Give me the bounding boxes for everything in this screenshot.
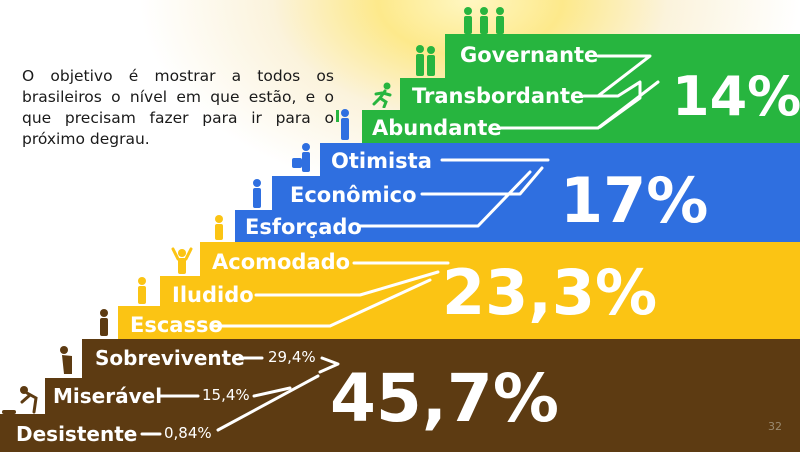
tier-percent-yellow: 23,3% [442,256,658,329]
step-label-desistente: Desistente [16,422,138,446]
thinking-person-icon [138,277,146,304]
step-label-sobrevivente: Sobrevivente [95,346,245,370]
tier-percent-green: 14% [672,65,800,128]
connector-sobrevivente-2 [318,356,340,374]
step-label-esforcado: Esforçado [245,215,362,239]
tired-person-icon [60,346,72,374]
step-label-acomodado: Acomodado [212,250,351,274]
sub-percent-miseravel: 15,4% [202,386,250,404]
band-yellow-step-3 [118,306,160,339]
connector-miseravel-2 [252,386,292,398]
band-green [445,34,800,143]
band-blue-step-3 [235,210,272,242]
connector-escasso [212,278,432,328]
page-number: 32 [768,420,782,433]
person-falling-icon [2,410,16,414]
reading-person-icon [215,215,223,240]
connector-economico [420,166,544,196]
running-person-icon [372,82,392,108]
step-label-escasso: Escasso [130,313,223,337]
band-green-step-3 [362,110,400,143]
person-pointing-icon [253,179,261,208]
step-label-miseravel: Miserável [53,384,163,408]
connector-esforcado [358,170,532,228]
step-label-iludido: Iludido [172,283,254,307]
band-brown [82,339,800,452]
step-label-transbordante: Transbordante [412,84,585,108]
connector-abundante [498,80,660,130]
sub-percent-desistente: 0,84% [164,424,212,442]
sitting-person-icon [100,309,108,336]
band-brown-step-2 [45,378,82,452]
person-with-bag-icon [292,143,310,172]
connector-desistente-2 [216,374,320,432]
connector-iludido [254,270,440,297]
sub-percent-sobrevivente: 29,4% [268,348,316,366]
connector-governante [596,54,652,98]
person-bending-icon [20,386,38,414]
step-label-abundante: Abundante [372,116,502,140]
step-label-economico: Econômico [290,183,417,207]
band-yellow-step-2 [160,276,200,339]
tier-percent-blue: 17% [560,164,709,237]
tier-percent-brown: 45,7% [330,360,559,437]
walking-person-icon [416,45,435,76]
step-label-governante: Governante [460,43,599,67]
person-celebrating-icon [171,247,193,274]
band-yellow [200,242,800,339]
three-figures-icon [464,7,504,34]
band-blue-step-2 [272,176,320,242]
step-label-otimista: Otimista [331,149,432,173]
connector-transbordante [582,80,642,129]
band-green-step-2 [400,78,445,143]
band-brown-step-3 [0,414,45,452]
intro-text: O objetivo é mostrar a todos os brasilei… [22,67,334,148]
person-with-tablet-icon [336,109,349,140]
